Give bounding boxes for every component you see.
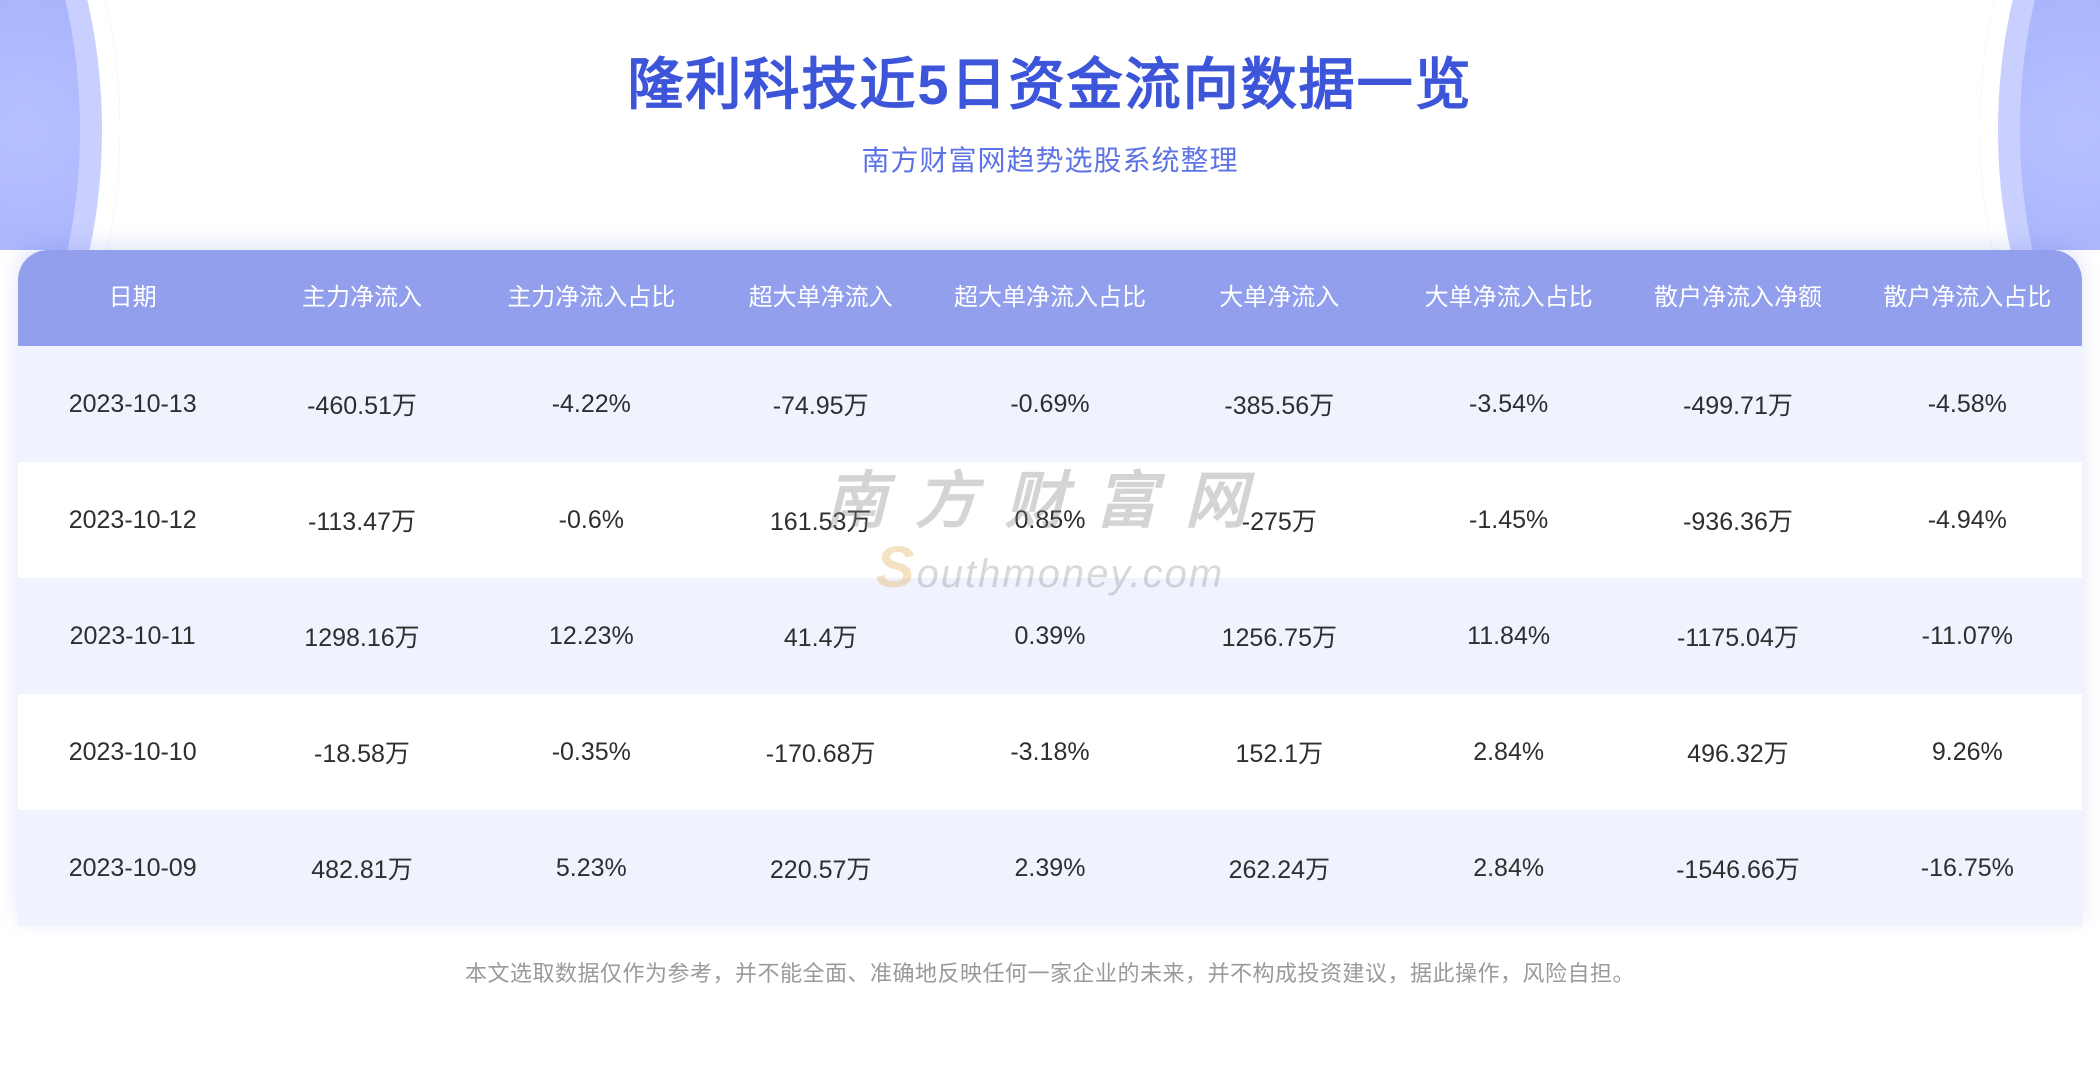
disclaimer-text: 本文选取数据仅作为参考，并不能全面、准确地反映任何一家企业的未来，并不构成投资建… [0,956,2100,988]
cell-large-net: -275万 [1165,462,1394,578]
cell-xl-pct: 2.39% [935,810,1164,926]
cell-xl-pct: 0.39% [935,578,1164,694]
col-retail-pct: 散户净流入占比 [1853,250,2082,346]
cell-main-net: 482.81万 [247,810,476,926]
cell-date: 2023-10-09 [18,810,247,926]
col-large-net: 大单净流入 [1165,250,1394,346]
cell-retail-pct: 9.26% [1853,694,2082,810]
table-row: 2023-10-12 -113.47万 -0.6% 161.53万 0.85% … [18,462,2082,578]
cell-large-net: 262.24万 [1165,810,1394,926]
col-main-net: 主力净流入 [247,250,476,346]
cell-xl-net: -170.68万 [706,694,935,810]
cell-main-pct: -4.22% [477,346,706,462]
cell-large-pct: -3.54% [1394,346,1623,462]
cell-retail-pct: -4.58% [1853,346,2082,462]
cell-retail-net: -499.71万 [1623,346,1852,462]
table-body: 2023-10-13 -460.51万 -4.22% -74.95万 -0.69… [18,346,2082,926]
cell-large-pct: 2.84% [1394,810,1623,926]
cell-xl-pct: -0.69% [935,346,1164,462]
cell-main-net: -460.51万 [247,346,476,462]
col-large-pct: 大单净流入占比 [1394,250,1623,346]
cell-xl-net: 220.57万 [706,810,935,926]
cell-retail-net: 496.32万 [1623,694,1852,810]
cell-xl-net: -74.95万 [706,346,935,462]
cell-retail-pct: -4.94% [1853,462,2082,578]
cell-date: 2023-10-10 [18,694,247,810]
cell-main-net: 1298.16万 [247,578,476,694]
col-date: 日期 [18,250,247,346]
col-xl-net: 超大单净流入 [706,250,935,346]
table-row: 2023-10-13 -460.51万 -4.22% -74.95万 -0.69… [18,346,2082,462]
cell-main-pct: -0.35% [477,694,706,810]
table-row: 2023-10-09 482.81万 5.23% 220.57万 2.39% 2… [18,810,2082,926]
cell-retail-pct: -11.07% [1853,578,2082,694]
cell-xl-pct: -3.18% [935,694,1164,810]
cell-large-net: -385.56万 [1165,346,1394,462]
cell-date: 2023-10-13 [18,346,247,462]
page-title: 隆利科技近5日资金流向数据一览 [0,40,2100,121]
cell-date: 2023-10-12 [18,462,247,578]
cell-main-pct: 5.23% [477,810,706,926]
cell-retail-net: -1175.04万 [1623,578,1852,694]
cell-large-pct: 11.84% [1394,578,1623,694]
cell-retail-net: -936.36万 [1623,462,1852,578]
cell-large-net: 152.1万 [1165,694,1394,810]
title-block: 隆利科技近5日资金流向数据一览 南方财富网趋势选股系统整理 [0,0,2100,179]
cell-main-net: -113.47万 [247,462,476,578]
cell-large-pct: -1.45% [1394,462,1623,578]
cell-xl-net: 41.4万 [706,578,935,694]
data-table-container: 日期 主力净流入 主力净流入占比 超大单净流入 超大单净流入占比 大单净流入 大… [18,250,2082,926]
cell-retail-pct: -16.75% [1853,810,2082,926]
page-subtitle: 南方财富网趋势选股系统整理 [0,139,2100,179]
cell-large-net: 1256.75万 [1165,578,1394,694]
col-main-pct: 主力净流入占比 [477,250,706,346]
table-row: 2023-10-11 1298.16万 12.23% 41.4万 0.39% 1… [18,578,2082,694]
capital-flow-table: 日期 主力净流入 主力净流入占比 超大单净流入 超大单净流入占比 大单净流入 大… [18,250,2082,926]
table-header-row: 日期 主力净流入 主力净流入占比 超大单净流入 超大单净流入占比 大单净流入 大… [18,250,2082,346]
col-xl-pct: 超大单净流入占比 [935,250,1164,346]
cell-date: 2023-10-11 [18,578,247,694]
cell-xl-net: 161.53万 [706,462,935,578]
header-section: 隆利科技近5日资金流向数据一览 南方财富网趋势选股系统整理 [0,0,2100,250]
cell-main-net: -18.58万 [247,694,476,810]
cell-xl-pct: 0.85% [935,462,1164,578]
cell-large-pct: 2.84% [1394,694,1623,810]
table-row: 2023-10-10 -18.58万 -0.35% -170.68万 -3.18… [18,694,2082,810]
cell-retail-net: -1546.66万 [1623,810,1852,926]
cell-main-pct: -0.6% [477,462,706,578]
col-retail-net: 散户净流入净额 [1623,250,1852,346]
cell-main-pct: 12.23% [477,578,706,694]
table-header: 日期 主力净流入 主力净流入占比 超大单净流入 超大单净流入占比 大单净流入 大… [18,250,2082,346]
